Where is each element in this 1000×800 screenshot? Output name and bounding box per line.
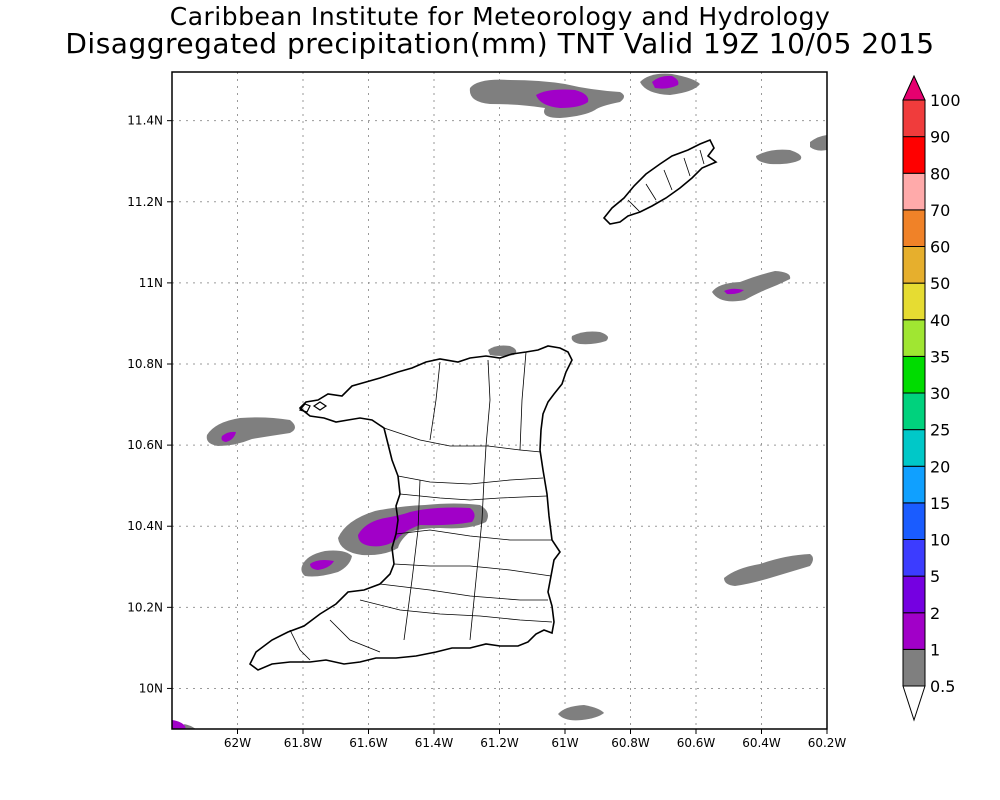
x-axis-ticks: 62W 61.8W 61.6W 61.4W 61.2W 61W 60.8W 60.6W 60.4… [224, 729, 846, 750]
x-tick-label: 61.2W [480, 736, 519, 750]
precip-area-gray [558, 705, 604, 721]
legend-label: 30 [930, 384, 950, 403]
x-tick-label: 62W [224, 736, 251, 750]
precipitation-layer [172, 73, 827, 729]
y-tick-label: 10.8N [127, 357, 163, 371]
x-tick-label: 60.4W [742, 736, 781, 750]
legend-swatch [902, 612, 926, 650]
legend-swatch [902, 136, 926, 174]
legend-label: 5 [930, 567, 940, 586]
legend-swatch [902, 246, 926, 284]
y-axis-ticks: 10N 10.2N 10.4N 10.6N 10.8N 11N 11.2N 11.4N [127, 114, 172, 695]
y-tick-label: 10N [139, 681, 163, 695]
y-tick-label: 11.2N [127, 195, 163, 209]
legend-swatch [902, 74, 926, 101]
tobago-coastline [602, 138, 718, 225]
district-boundary [289, 351, 553, 661]
legend-swatch [902, 172, 926, 211]
legend-label: 60 [930, 238, 950, 257]
y-tick-label: 11N [139, 276, 163, 290]
precip-area-purple [172, 720, 188, 729]
legend-swatch [902, 319, 926, 357]
precip-area-purple [310, 560, 334, 570]
x-tick-label: 61.6W [349, 736, 388, 750]
legend-label: 35 [930, 347, 950, 366]
legend-label: 1 [930, 640, 940, 659]
island-outline [312, 401, 328, 411]
legend-label: 50 [930, 274, 950, 293]
legend-label: 40 [930, 311, 950, 330]
legend-swatch [902, 685, 926, 722]
legend-swatch [902, 539, 926, 577]
legend-swatch [902, 648, 926, 687]
y-tick-label: 11.4N [127, 114, 163, 128]
precip-area-gray [184, 724, 196, 729]
legend-swatch [902, 465, 926, 504]
precip-area-gray [756, 149, 802, 165]
legend-swatch [902, 99, 926, 138]
precip-area-purple [724, 288, 744, 295]
district-boundary [627, 149, 705, 213]
precip-area-purple [358, 507, 475, 547]
legend-label: 25 [930, 421, 950, 440]
legend-label: 70 [930, 201, 950, 220]
precip-area-gray [571, 331, 608, 345]
legend-swatch [902, 209, 926, 247]
precip-area-gray [724, 554, 813, 586]
precip-area-purple [221, 431, 236, 442]
precip-area-purple [652, 75, 679, 89]
legend-label: 90 [930, 128, 950, 147]
legend-swatch [902, 429, 926, 467]
land-layer [248, 138, 718, 671]
y-tick-label: 10.4N [127, 519, 163, 533]
legend-label: 2 [930, 604, 940, 623]
x-tick-label: 60.2W [808, 736, 847, 750]
y-tick-label: 10.2N [127, 600, 163, 614]
legend-swatch [902, 282, 926, 321]
map-subtitle: Disaggregated precipitation(mm) TNT Vali… [65, 27, 935, 60]
x-tick-label: 61.4W [415, 736, 454, 750]
legend-label: 20 [930, 457, 950, 476]
x-tick-label: 60.8W [611, 736, 650, 750]
precip-area-purple [536, 89, 589, 108]
legend-swatch [902, 575, 926, 614]
x-tick-label: 60.6W [677, 736, 716, 750]
legend-label: 0.5 [930, 677, 955, 696]
x-tick-label: 61.8W [284, 736, 323, 750]
precip-area-gray [488, 345, 517, 356]
island-outline [298, 403, 311, 413]
precip-area-gray [810, 135, 827, 151]
trinidad-coastline [248, 345, 573, 671]
legend-swatch [902, 502, 926, 540]
legend-swatch [902, 355, 926, 394]
y-tick-label: 10.6N [127, 438, 163, 452]
x-tick-label: 61W [551, 736, 578, 750]
legend-label: 80 [930, 164, 950, 183]
legend-label: 100 [930, 91, 961, 110]
legend-label: 15 [930, 494, 950, 513]
map-title: Caribbean Institute for Meteorology and … [169, 2, 831, 31]
legend-swatch [902, 392, 926, 431]
legend-label: 10 [930, 531, 950, 550]
